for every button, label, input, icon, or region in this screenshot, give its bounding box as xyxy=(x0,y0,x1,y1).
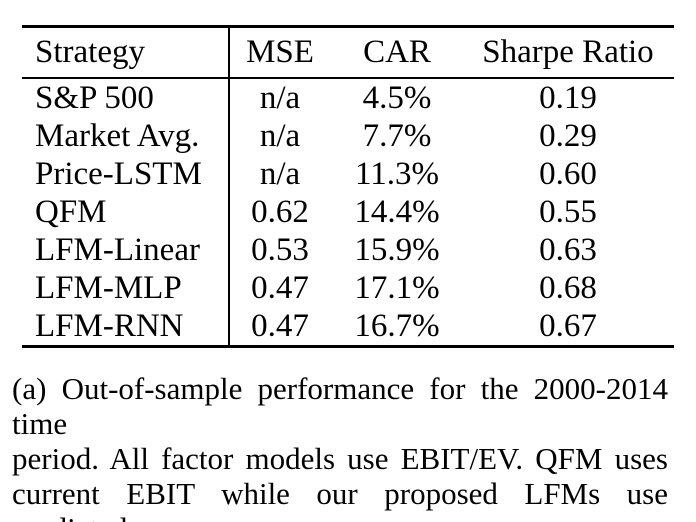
table-row: Market Avg. n/a 7.7% 0.29 xyxy=(22,117,674,155)
cell-mse: 0.62 xyxy=(251,193,309,230)
cell-sharpe: 0.19 xyxy=(539,79,597,116)
col-header-car: CAR xyxy=(363,34,431,70)
col-header-sharpe: Sharpe Ratio xyxy=(482,34,654,70)
table-bottom-rule xyxy=(22,345,674,348)
cell-mse: 0.47 xyxy=(251,307,309,344)
cell-car: 15.9% xyxy=(354,231,440,268)
cell-strategy: LFM-MLP xyxy=(35,269,182,306)
cell-car: 17.1% xyxy=(354,269,440,306)
caption-line: (a) Out-of-sample performance for the 20… xyxy=(12,371,668,441)
table-top-rule xyxy=(22,25,674,28)
table-row: QFM 0.62 14.4% 0.55 xyxy=(22,193,674,231)
results-table: Strategy MSE CAR Sharpe Ratio S&P 500 n/… xyxy=(22,25,674,348)
column-separator-line xyxy=(228,28,230,345)
cell-mse: 0.47 xyxy=(251,269,309,306)
cell-strategy: S&P 500 xyxy=(35,79,154,116)
cell-strategy: Price-LSTM xyxy=(35,155,202,192)
table-caption: (a) Out-of-sample performance for the 20… xyxy=(12,371,668,522)
col-header-strategy: Strategy xyxy=(35,34,145,70)
cell-car: 11.3% xyxy=(354,155,439,192)
table-row: LFM-RNN 0.47 16.7% 0.67 xyxy=(22,307,674,345)
cell-sharpe: 0.55 xyxy=(539,193,597,230)
table-header-rule xyxy=(22,77,674,79)
cell-car: 16.7% xyxy=(354,307,440,344)
caption-line: period. All factor models use EBIT/EV. Q… xyxy=(12,441,668,476)
table-row: LFM-MLP 0.47 17.1% 0.68 xyxy=(22,269,674,307)
cell-sharpe: 0.29 xyxy=(539,117,597,154)
cell-strategy: QFM xyxy=(35,193,107,230)
cell-car: 14.4% xyxy=(354,193,440,230)
cell-strategy: LFM-RNN xyxy=(35,307,184,344)
table-row: Price-LSTM n/a 11.3% 0.60 xyxy=(22,155,674,193)
cell-mse: n/a xyxy=(259,117,301,154)
cell-sharpe: 0.68 xyxy=(539,269,597,306)
cell-car: 4.5% xyxy=(362,79,432,116)
col-header-mse: MSE xyxy=(246,34,314,70)
cell-strategy: Market Avg. xyxy=(35,117,200,154)
cell-sharpe: 0.63 xyxy=(539,231,597,268)
cell-car: 7.7% xyxy=(362,117,432,154)
table-header-row: Strategy MSE CAR Sharpe Ratio xyxy=(22,28,674,77)
cell-mse: 0.53 xyxy=(251,231,309,268)
cell-sharpe: 0.60 xyxy=(539,155,597,192)
table-row: LFM-Linear 0.53 15.9% 0.63 xyxy=(22,231,674,269)
cell-mse: n/a xyxy=(259,79,301,116)
cell-mse: n/a xyxy=(259,155,301,192)
table-row: S&P 500 n/a 4.5% 0.19 xyxy=(22,79,674,117)
caption-line: current EBIT while our proposed LFMs use… xyxy=(12,476,668,522)
cell-strategy: LFM-Linear xyxy=(35,231,200,268)
cell-sharpe: 0.67 xyxy=(539,307,597,344)
